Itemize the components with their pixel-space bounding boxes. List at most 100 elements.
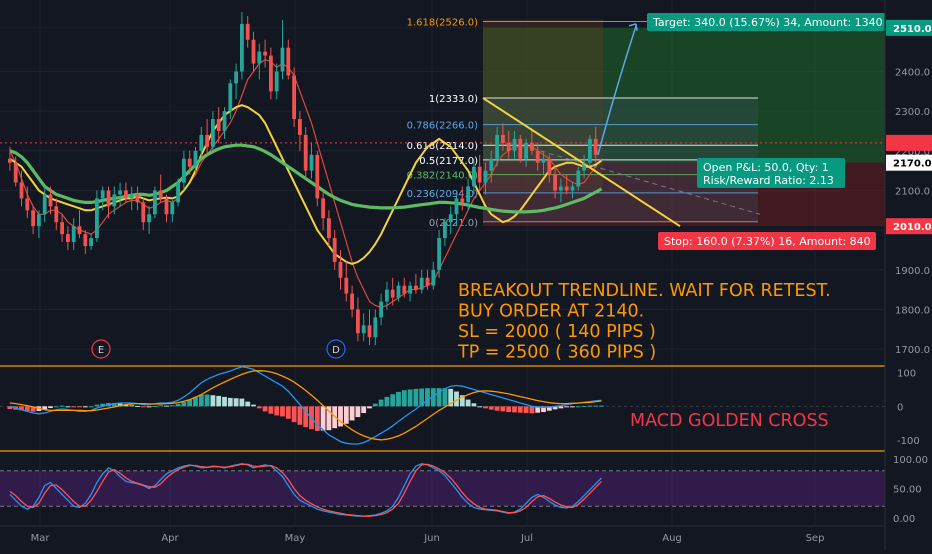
fib-level-label: 0.5(2177.0) — [419, 156, 478, 167]
macd-histogram-bar — [280, 406, 285, 417]
macd-histogram-bar — [100, 403, 106, 407]
candle-body — [205, 134, 209, 147]
macd-histogram-bar — [593, 405, 599, 407]
candle-body — [83, 234, 88, 246]
candle-body — [373, 317, 378, 338]
macd-histogram-bar — [19, 406, 24, 411]
candle-body — [37, 214, 41, 227]
price-tag-bg — [886, 19, 932, 36]
candle-body — [593, 138, 598, 155]
candle-body — [477, 166, 482, 183]
macd-histogram-bar — [216, 395, 222, 407]
macd-histogram-bar — [535, 406, 541, 413]
price-axis-tick: 2200.0 — [895, 147, 930, 158]
macd-histogram-bar — [425, 388, 430, 407]
dashed-projection-line — [539, 150, 761, 215]
macd-axis-tick: 0 — [897, 402, 903, 413]
candle-body — [530, 142, 534, 151]
candle-body — [141, 202, 146, 223]
macd-histogram-bar — [570, 406, 575, 408]
macd-histogram-bar — [587, 405, 593, 407]
price-axis-tick: 2100.0 — [895, 186, 930, 197]
candle-body — [31, 210, 35, 227]
candle-body — [472, 166, 476, 187]
macd-histogram-bar — [349, 406, 355, 421]
candle-body — [518, 138, 523, 159]
candle-body — [100, 190, 105, 199]
macd-histogram-bar — [407, 389, 413, 407]
macd-histogram-bar — [372, 403, 378, 407]
candle-body — [124, 190, 128, 199]
candle-body — [414, 285, 418, 290]
event-marker[interactable]: E — [91, 339, 111, 359]
price-axis-tick: 2300.0 — [895, 107, 930, 118]
macd-histogram-bar — [488, 406, 494, 410]
stop-label-text: Stop: 160.0 (7.37%) 16, Amount: 840 — [664, 235, 871, 248]
time-axis[interactable]: Mar Apr May Jun Jul Aug Sep — [31, 533, 825, 544]
candle-body — [222, 111, 227, 131]
candle-body — [547, 158, 552, 175]
macd-histogram-bar — [268, 406, 274, 414]
candle-body — [77, 226, 82, 235]
stoch-axis-tick: 0.00 — [893, 514, 915, 525]
time-axis-tick: Jul — [520, 533, 533, 544]
candlestick-series — [8, 11, 598, 346]
macd-histogram-bar — [477, 406, 483, 408]
candle-body — [118, 190, 122, 195]
fib-level-label: 1.618(2526.0) — [407, 17, 479, 28]
macd-axis-tick: -100 — [897, 436, 920, 447]
macd-histogram-bar — [291, 406, 297, 423]
macd-histogram-bar — [245, 401, 251, 407]
macd-histogram-bar — [146, 406, 152, 408]
macd-histogram-bar — [326, 406, 332, 431]
fib-level-label: 0.382(2140.0) — [407, 171, 479, 182]
candle-body — [350, 293, 354, 310]
macd-histogram-bar — [436, 388, 442, 407]
candle-body — [332, 238, 337, 262]
fib-level-label: 0(2021.0) — [429, 218, 478, 229]
signal-line — [9, 370, 602, 441]
macd-histogram-bar — [123, 404, 129, 407]
candle-body — [89, 238, 93, 246]
macd-histogram-bar — [256, 406, 262, 409]
macd-histogram-bar — [65, 406, 71, 408]
macd-histogram-bar — [210, 395, 216, 407]
candle-body — [274, 71, 279, 92]
macd-histogram-bar — [111, 402, 117, 407]
candle-body — [506, 142, 511, 151]
macd-histogram-bar — [448, 388, 454, 407]
macd-histogram-bar — [338, 406, 343, 427]
price-tag-bg — [886, 154, 932, 171]
macd-histogram-bar — [442, 388, 448, 407]
candle-body — [367, 325, 372, 338]
price-axis[interactable]: 2510.02400.02300.02200.02100.02000.01900… — [884, 0, 932, 550]
candle-body — [501, 134, 505, 143]
macd-histogram-bar — [320, 406, 326, 431]
macd-histogram-bar — [343, 406, 349, 424]
marker-circle — [91, 339, 111, 359]
candle-body — [524, 142, 528, 159]
candle-body — [303, 134, 308, 171]
macd-histogram-bar — [227, 397, 233, 407]
macd-histogram-bar — [506, 406, 512, 413]
macd-histogram-bar — [187, 399, 193, 407]
macd-histogram-bar — [471, 403, 477, 407]
macd-histogram-bar — [523, 406, 529, 414]
candle-body — [402, 285, 407, 294]
candle-body — [396, 285, 401, 298]
target-label: Target: 340.0 (15.67%) 34, Amount: 1340 — [647, 13, 885, 31]
candle-body — [356, 309, 360, 334]
breakout-trendline[interactable] — [482, 97, 681, 228]
fib-level-label: 0.786(2266.0) — [407, 121, 479, 132]
price-axis-tick: 2400.0 — [895, 67, 930, 78]
event-marker[interactable]: D — [326, 339, 346, 359]
candle-body — [164, 198, 169, 215]
candle-body — [216, 119, 221, 131]
macd-histogram-bar — [367, 406, 372, 409]
stoch-axis-tick: 100.00 — [893, 455, 928, 466]
candle-body — [379, 301, 383, 318]
candle-body — [112, 194, 117, 207]
macd-histogram-bar — [193, 396, 198, 407]
